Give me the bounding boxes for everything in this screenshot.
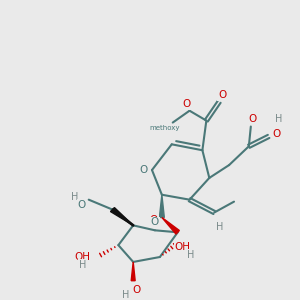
- Text: H: H: [187, 250, 194, 260]
- Text: O: O: [272, 129, 281, 140]
- Text: O: O: [132, 285, 140, 295]
- Polygon shape: [110, 208, 133, 225]
- Text: H: H: [79, 260, 86, 270]
- Text: O: O: [139, 165, 147, 175]
- Text: H: H: [217, 222, 224, 232]
- Polygon shape: [159, 195, 164, 218]
- Text: O: O: [249, 114, 257, 124]
- Text: O: O: [150, 215, 158, 225]
- Text: O: O: [182, 99, 191, 109]
- Text: O: O: [218, 90, 226, 100]
- Text: methoxy: methoxy: [150, 124, 180, 130]
- Polygon shape: [162, 218, 179, 234]
- Text: H: H: [122, 290, 129, 300]
- Text: O: O: [151, 218, 159, 227]
- Text: OH: OH: [175, 242, 190, 252]
- Text: H: H: [71, 192, 79, 202]
- Text: OH: OH: [75, 252, 91, 262]
- Text: H: H: [275, 114, 282, 124]
- Text: O: O: [77, 200, 86, 210]
- Polygon shape: [131, 262, 135, 281]
